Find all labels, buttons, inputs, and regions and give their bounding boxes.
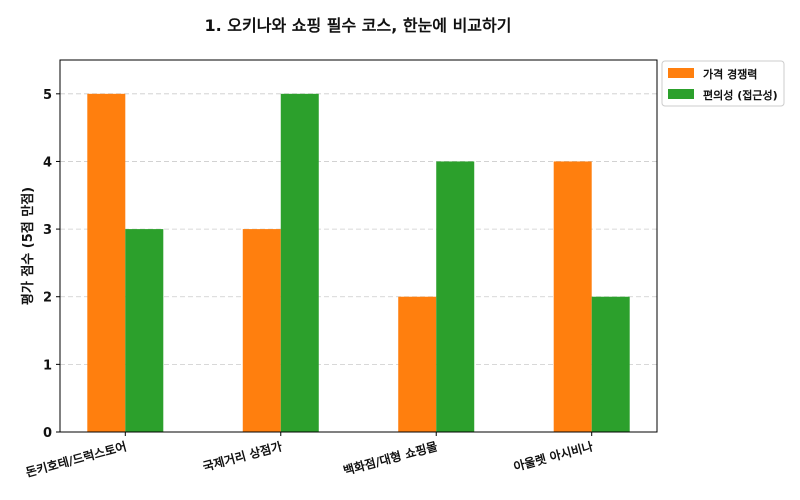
y-tick-label: 2 xyxy=(43,291,52,306)
y-tick-label: 3 xyxy=(43,223,52,238)
y-tick-label: 1 xyxy=(43,358,52,373)
bar-convenience-1 xyxy=(280,93,319,433)
legend-label: 가격 경쟁력 xyxy=(703,67,757,81)
bar-price-1 xyxy=(242,229,281,432)
bar-convenience-2 xyxy=(436,161,475,433)
legend-swatch xyxy=(668,68,694,78)
y-axis-label: 평가 점수 (5점 만점) xyxy=(20,187,36,305)
x-tick-label: 아울렛 아시비나 xyxy=(512,438,595,474)
bar-price-0 xyxy=(87,93,126,433)
chart-title: 1. 오키나와 쇼핑 필수 코스, 한눈에 비교하기 xyxy=(205,16,512,35)
x-tick-label: 백화점/대형 쇼핑몰 xyxy=(342,438,439,478)
bar-convenience-0 xyxy=(125,229,164,432)
x-tick-label: 돈키호테/드럭스토어 xyxy=(24,438,128,479)
plot-frame xyxy=(59,59,658,433)
y-tick-label: 0 xyxy=(43,426,52,441)
bar-convenience-3 xyxy=(591,296,630,432)
legend-swatch xyxy=(668,89,694,99)
y-tick-label: 4 xyxy=(43,155,52,170)
bar-price-3 xyxy=(553,161,592,433)
x-tick-label: 국제거리 상점가 xyxy=(201,438,284,474)
legend-label: 편의성 (접근성) xyxy=(703,88,778,102)
y-tick-label: 5 xyxy=(43,88,52,103)
bar-price-2 xyxy=(398,296,437,432)
